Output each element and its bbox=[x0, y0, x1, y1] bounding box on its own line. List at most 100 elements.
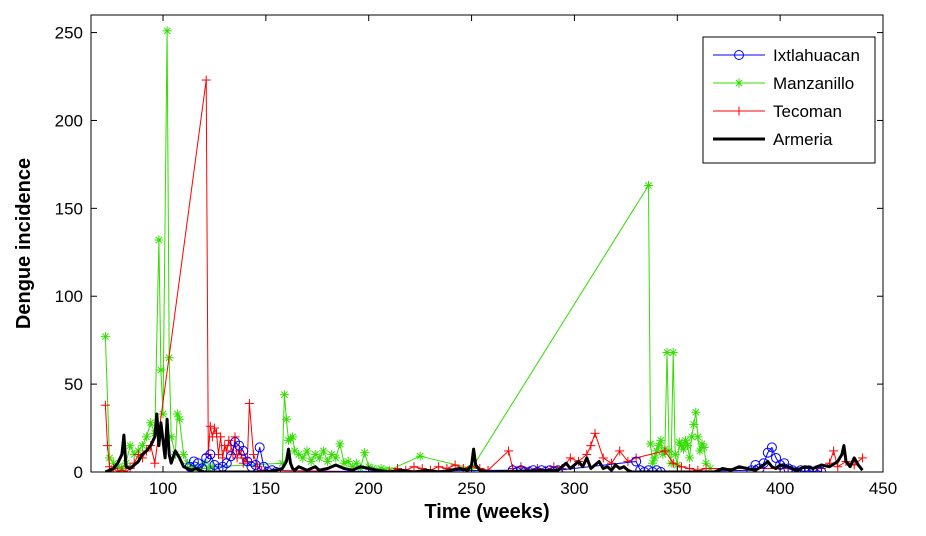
data-point-manzanillo bbox=[678, 444, 688, 454]
series-layer bbox=[100, 26, 867, 472]
data-point-manzanillo bbox=[100, 332, 110, 342]
data-point-tecoman bbox=[829, 446, 839, 456]
data-point-manzanillo bbox=[294, 449, 304, 459]
data-point-manzanillo bbox=[646, 439, 656, 449]
data-point-manzanillo bbox=[331, 453, 341, 463]
data-point-ixtlahuacan bbox=[655, 467, 666, 472]
data-point-tecoman bbox=[214, 449, 224, 459]
data-point-manzanillo bbox=[105, 453, 115, 463]
data-point-ixtlahuacan bbox=[225, 451, 236, 462]
plot-border bbox=[90, 14, 884, 473]
x-tick-label: 450 bbox=[869, 479, 897, 498]
data-point-tecoman bbox=[504, 446, 514, 456]
data-point-tecoman bbox=[205, 421, 215, 431]
series-manzanillo bbox=[100, 26, 715, 472]
data-point-tecoman bbox=[209, 423, 219, 433]
data-point-manzanillo bbox=[306, 456, 316, 466]
data-point-manzanillo bbox=[683, 441, 693, 451]
x-axis: 100 150 200 250 300 350 400 450 bbox=[149, 15, 897, 498]
data-point-manzanillo bbox=[335, 439, 345, 449]
data-point-tecoman bbox=[565, 453, 575, 463]
legend-label: Armeria bbox=[773, 130, 833, 149]
legend-marker bbox=[734, 50, 744, 60]
data-point-tecoman bbox=[615, 446, 625, 456]
y-tick-label: 0 bbox=[74, 463, 83, 482]
data-point-manzanillo bbox=[691, 407, 701, 417]
data-point-ixtlahuacan bbox=[643, 465, 654, 472]
data-point-tecoman bbox=[244, 398, 254, 408]
data-point-manzanillo bbox=[701, 458, 711, 468]
data-point-tecoman bbox=[216, 432, 226, 442]
y-tick-label: 150 bbox=[55, 199, 83, 218]
data-point-manzanillo bbox=[158, 409, 168, 419]
legend-item-armeria: Armeria bbox=[713, 130, 833, 149]
data-point-manzanillo bbox=[670, 449, 680, 459]
data-point-tecoman bbox=[598, 453, 608, 463]
data-point-manzanillo bbox=[351, 458, 361, 468]
data-point-manzanillo bbox=[146, 418, 156, 428]
data-point-tecoman bbox=[434, 462, 444, 472]
data-point-manzanillo bbox=[137, 441, 147, 451]
data-point-manzanillo bbox=[288, 432, 298, 442]
data-point-manzanillo bbox=[179, 449, 189, 459]
data-point-tecoman bbox=[201, 75, 211, 85]
data-point-tecoman bbox=[409, 462, 419, 472]
data-point-tecoman bbox=[257, 465, 267, 472]
data-point-tecoman bbox=[668, 458, 678, 468]
data-point-manzanillo bbox=[302, 446, 312, 456]
x-tick-label: 150 bbox=[252, 479, 280, 498]
data-point-tecoman bbox=[207, 432, 217, 442]
data-point-tecoman bbox=[232, 453, 242, 463]
y-tick-label: 200 bbox=[55, 111, 83, 130]
data-point-manzanillo bbox=[207, 462, 217, 472]
data-point-manzanillo bbox=[656, 435, 666, 445]
x-tick-label: 300 bbox=[560, 479, 588, 498]
legend-item-tecoman: Tecoman bbox=[713, 102, 842, 121]
data-point-tecoman bbox=[249, 449, 259, 459]
legend: Ixtlahuacan Manzanillo Tecoman Armeria bbox=[702, 36, 876, 164]
x-tick-label: 100 bbox=[149, 479, 177, 498]
y-tick-label: 250 bbox=[55, 24, 83, 43]
data-point-tecoman bbox=[117, 465, 127, 472]
data-point-ixtlahuacan bbox=[803, 465, 814, 472]
data-point-manzanillo bbox=[668, 347, 678, 357]
data-point-tecoman bbox=[100, 400, 110, 410]
data-point-manzanillo bbox=[162, 26, 172, 36]
y-axis-title: Dengue incidence bbox=[13, 158, 35, 329]
data-point-manzanillo bbox=[687, 432, 697, 442]
data-point-tecoman bbox=[606, 458, 616, 468]
legend-marker bbox=[734, 78, 744, 88]
data-point-ixtlahuacan bbox=[816, 467, 827, 472]
data-point-tecoman bbox=[676, 462, 686, 472]
y-axis: 0 50 100 150 200 250 bbox=[55, 24, 883, 482]
data-point-ixtlahuacan bbox=[766, 442, 777, 453]
data-point-manzanillo bbox=[279, 390, 289, 400]
x-tick-label: 350 bbox=[663, 479, 691, 498]
x-tick-label: 400 bbox=[766, 479, 794, 498]
data-point-tecoman bbox=[253, 462, 263, 472]
data-point-ixtlahuacan bbox=[238, 445, 249, 456]
data-point-manzanillo bbox=[415, 451, 425, 461]
legend-label: Tecoman bbox=[773, 102, 842, 121]
data-point-tecoman bbox=[590, 428, 600, 438]
data-point-tecoman bbox=[623, 456, 633, 466]
data-point-tecoman bbox=[230, 432, 240, 442]
x-tick-label: 250 bbox=[457, 479, 485, 498]
data-point-ixtlahuacan bbox=[635, 465, 646, 472]
data-point-tecoman bbox=[203, 449, 213, 459]
data-point-manzanillo bbox=[125, 441, 135, 451]
data-point-manzanillo bbox=[298, 453, 308, 463]
legend-item-ixtlahuacan: Ixtlahuacan bbox=[713, 46, 860, 65]
legend-marker bbox=[734, 106, 744, 116]
x-axis-title: Time (weeks) bbox=[424, 501, 549, 523]
data-point-manzanillo bbox=[699, 442, 709, 452]
data-point-manzanillo bbox=[685, 453, 695, 463]
data-point-ixtlahuacan bbox=[271, 467, 282, 472]
y-tick-label: 100 bbox=[55, 287, 83, 306]
data-point-ixtlahuacan bbox=[254, 442, 265, 453]
data-point-ixtlahuacan bbox=[520, 467, 531, 472]
data-point-tecoman bbox=[384, 467, 394, 472]
series-line-armeria bbox=[104, 412, 864, 472]
data-point-tecoman bbox=[228, 449, 238, 459]
